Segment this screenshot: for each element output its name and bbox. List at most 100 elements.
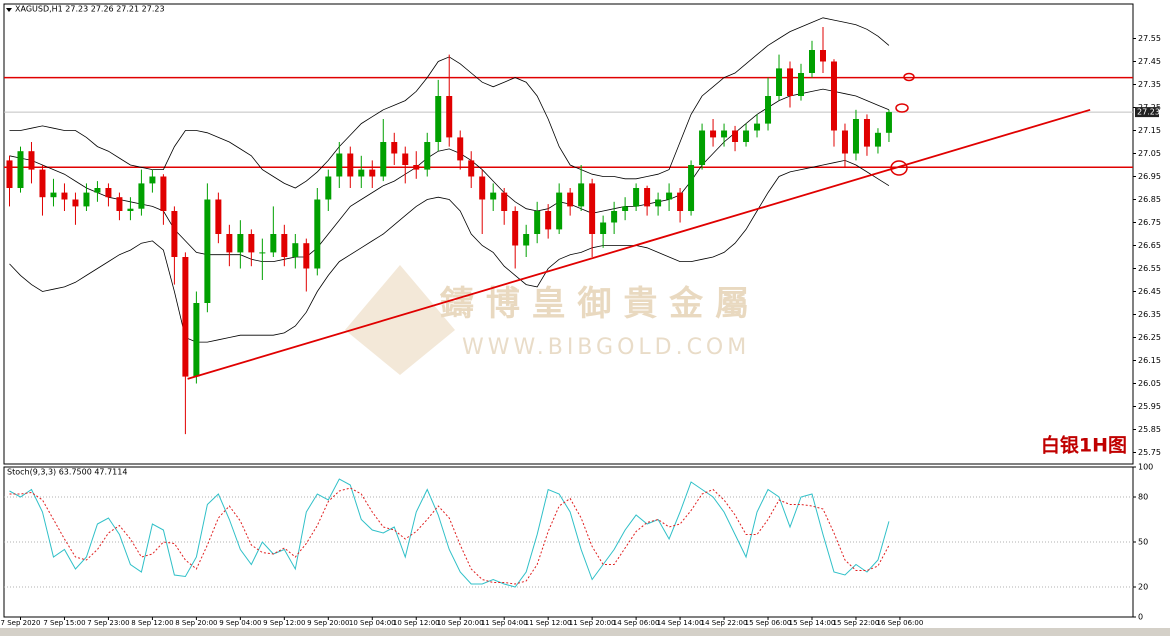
x-tick-label: 7 Sep 23:00 xyxy=(87,619,129,627)
trendline xyxy=(187,108,1091,380)
candle-body xyxy=(852,119,859,154)
candle-body xyxy=(325,176,332,200)
candle-body xyxy=(710,130,717,138)
stoch-tick-label: 0 xyxy=(1138,613,1143,622)
x-tick-label: 11 Sep 04:00 xyxy=(481,619,528,627)
y-tick-label: 27.55 xyxy=(1138,34,1161,43)
candle-body xyxy=(358,169,365,177)
candle-body xyxy=(534,211,541,234)
y-tick-label: 26.35 xyxy=(1138,310,1161,319)
candle-body xyxy=(556,192,563,230)
stoch-tick-label: 50 xyxy=(1138,538,1148,547)
x-tick-label: 15 Sep 06:00 xyxy=(745,619,792,627)
y-tick-label: 27.45 xyxy=(1138,57,1161,66)
main-panel xyxy=(3,3,1134,465)
candle-body xyxy=(435,96,442,142)
candle-body xyxy=(688,165,695,211)
candle-body xyxy=(138,183,145,209)
candle-body xyxy=(874,132,881,147)
candle-body xyxy=(215,199,222,234)
candle-body xyxy=(171,211,178,257)
candle-body xyxy=(512,211,519,246)
y-tick-label: 26.85 xyxy=(1138,195,1161,204)
y-tick-label: 27.35 xyxy=(1138,80,1161,89)
stoch-d-line xyxy=(9,487,890,585)
candle-body xyxy=(863,119,870,147)
candle-body xyxy=(446,96,453,138)
candle-body xyxy=(468,160,475,177)
bollinger-lower xyxy=(9,159,890,343)
chart-header: XAGUSD,H1 27.23 27.26 27.21 27.23 xyxy=(15,5,165,14)
bollinger-middle xyxy=(9,88,890,263)
x-tick-label: 7 Sep 15:00 xyxy=(43,619,85,627)
candle-body xyxy=(237,234,244,253)
candle-body xyxy=(589,183,596,234)
tab-strip xyxy=(0,628,1170,636)
candle-body xyxy=(699,130,706,165)
candle-body xyxy=(885,112,892,133)
stoch-k-line xyxy=(9,478,890,588)
header-arrow xyxy=(6,8,12,12)
candle-body xyxy=(413,165,420,170)
candle-body xyxy=(732,130,739,142)
candle-body xyxy=(841,130,848,154)
x-tick-label: 15 Sep 14:00 xyxy=(789,619,836,627)
candle-body xyxy=(94,188,101,193)
marker-ellipse xyxy=(890,160,908,176)
candle-body xyxy=(611,211,618,223)
marker-ellipse xyxy=(895,103,909,113)
y-tick-label: 27.15 xyxy=(1138,126,1161,135)
candle-body xyxy=(248,234,255,253)
candle-body xyxy=(116,197,123,211)
candle-body xyxy=(259,252,266,254)
candle-body xyxy=(830,61,837,131)
last-price-box xyxy=(1135,107,1159,118)
candle-body xyxy=(369,169,376,177)
x-tick-label: 9 Sep 20:00 xyxy=(307,619,349,627)
y-tick-label: 25.95 xyxy=(1138,402,1161,411)
candle-body xyxy=(677,192,684,211)
y-tick-label: 25.85 xyxy=(1138,425,1161,434)
candle-body xyxy=(798,73,805,96)
candle-body xyxy=(105,188,112,198)
candle-body xyxy=(281,234,288,257)
candle-body xyxy=(644,188,651,207)
candle-body xyxy=(72,199,79,207)
candle-body xyxy=(655,199,662,207)
y-tick-label: 26.05 xyxy=(1138,379,1161,388)
marker-ellipse xyxy=(903,72,915,82)
watermark: 鑄 博 皇 御 貴 金 屬 WWW.BIBGOLD.COM xyxy=(345,265,750,375)
watermark-url: WWW.BIBGOLD.COM xyxy=(462,335,750,360)
candle-body xyxy=(336,153,343,177)
y-tick-label: 26.45 xyxy=(1138,287,1161,296)
x-tick-label: 14 Sep 14:00 xyxy=(657,619,704,627)
x-tick-label: 10 Sep 20:00 xyxy=(437,619,484,627)
x-tick-label: 8 Sep 20:00 xyxy=(175,619,217,627)
candle-body xyxy=(424,142,431,170)
candle-body xyxy=(182,257,189,377)
candle-body xyxy=(17,151,24,188)
last-price-label: 27.23 xyxy=(1137,108,1160,117)
candle-body xyxy=(28,151,35,170)
watermark-logo xyxy=(345,265,455,375)
x-tick-label: 8 Sep 12:00 xyxy=(131,619,173,627)
x-tick-label: 11 Sep 12:00 xyxy=(525,619,572,627)
plot-layers: 25.75 25.85 25.95 26.05 26.15 26.25 26.35 26.45… xyxy=(1,17,1161,627)
x-tick-label: 16 Sep 06:00 xyxy=(877,619,924,627)
stoch-tick-label: 20 xyxy=(1138,583,1148,592)
candle-body xyxy=(754,123,761,131)
candle-body xyxy=(457,137,464,161)
candle-body xyxy=(347,153,354,177)
candle-body xyxy=(479,176,486,200)
candle-body xyxy=(776,68,783,96)
candle-body xyxy=(765,96,772,124)
annotation: 白银1H图 xyxy=(1041,434,1127,457)
candle-body xyxy=(39,169,46,198)
watermark-title: 鑄 博 皇 御 貴 金 屬 xyxy=(439,284,749,324)
stoch-header: Stoch(9,3,3) 63.7500 47.7114 xyxy=(7,468,127,477)
candle-body xyxy=(292,243,299,257)
y-tick-label: 26.95 xyxy=(1138,172,1161,181)
x-tick-label: 7 Sep 2020 xyxy=(1,619,41,627)
y-tick-label: 26.75 xyxy=(1138,218,1161,227)
